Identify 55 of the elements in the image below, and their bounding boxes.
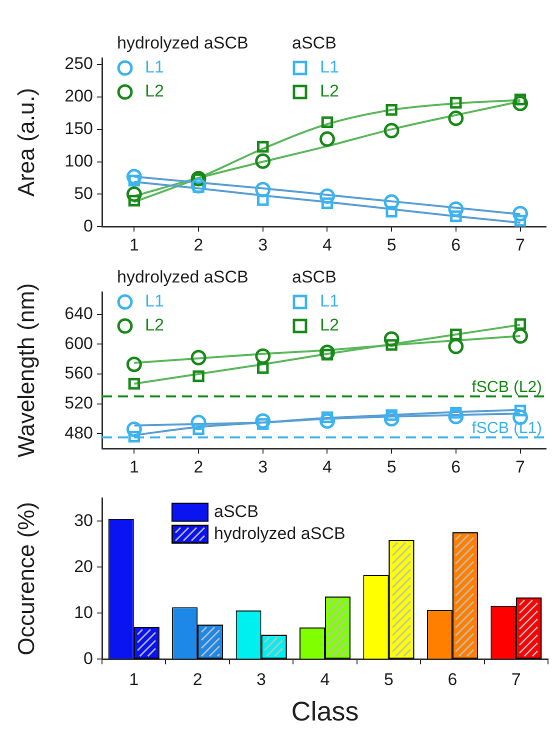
x-tick-label: 3 [258,457,268,476]
x-tick-label: 7 [516,457,525,476]
x-tick-label: 7 [516,235,525,254]
legend-label: L1 [320,58,339,77]
legend-label: L1 [145,58,164,77]
legend-label: L2 [320,316,339,335]
x-tick-label: 6 [451,457,461,476]
x-tick-label: 2 [194,235,204,254]
x-tick-label: 4 [322,457,332,476]
y-tick-label: 20 [74,556,93,576]
y-tick-label: 600 [64,334,93,353]
y-axis-title: Wavelength (nm) [13,283,40,458]
x-tick-label: 7 [511,670,521,690]
legend-label: L2 [145,82,164,101]
y-tick-label: 200 [64,86,93,106]
x-tick-label: 2 [192,670,202,690]
text: hydrolyzed aSCB [117,34,248,53]
y-tick-label: 0 [84,648,93,668]
y-tick-label: 250 [64,54,93,74]
y-tick-label: 150 [64,119,93,138]
legend-label: L1 [145,292,164,311]
legend-label: aSCB [214,502,258,521]
y-tick-label: 100 [64,151,93,170]
x-tick-label: 3 [256,670,266,690]
text: aSCB [292,268,336,287]
x-tick-label: 4 [322,235,332,254]
x-tick-label: 6 [448,670,458,690]
x-axis-title: Class [291,696,359,726]
y-tick-label: 50 [74,184,93,203]
x-tick-label: 5 [386,235,396,254]
y-tick-label: 30 [74,510,93,530]
ref-line-label: fSCB (L2) [472,378,542,396]
legend-label: L1 [320,292,339,311]
x-tick-label: 1 [129,235,139,254]
x-tick-label: 1 [129,457,139,476]
y-tick-label: 0 [84,216,93,236]
x-tick-label: 6 [451,235,461,254]
text: aSCB [292,34,336,53]
legend-label: L2 [320,82,339,101]
text: hydrolyzed aSCB [117,268,248,287]
y-tick-label: 560 [64,364,93,383]
legend-label: hydrolyzed aSCB [214,524,346,543]
y-axis-title: Occurence (%) [13,502,40,656]
y-tick-label: 10 [74,602,93,622]
y-tick-label: 480 [64,423,93,442]
x-tick-label: 1 [129,670,139,690]
legend-label: L2 [145,316,164,335]
x-tick-label: 5 [384,670,394,690]
y-tick-label: 520 [64,394,93,413]
y-tick-label: 640 [64,304,93,324]
x-tick-label: 3 [258,235,268,254]
x-tick-label: 4 [320,670,330,690]
x-tick-label: 5 [386,457,396,476]
x-tick-label: 2 [194,457,204,476]
y-axis-title: Area (a.u.) [13,88,40,197]
